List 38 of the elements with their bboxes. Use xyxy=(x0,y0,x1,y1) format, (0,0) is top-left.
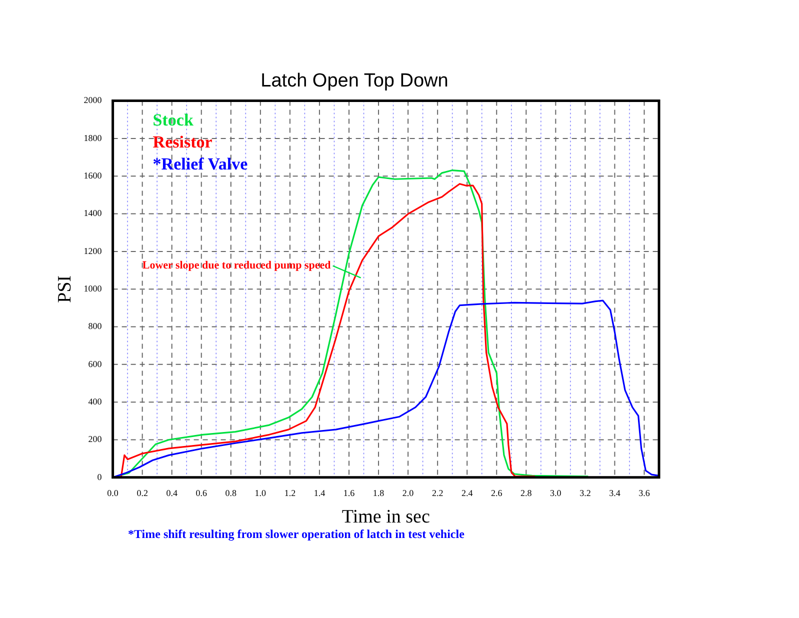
x-tick-label: 0.2 xyxy=(136,488,148,498)
text: *Relief Valve xyxy=(152,154,248,174)
y-axis-title: PSI xyxy=(54,275,76,303)
y-tick-label: 0 xyxy=(97,472,102,482)
y-tick-label: 1400 xyxy=(84,208,102,218)
x-tick-label: 0.4 xyxy=(166,488,178,498)
y-tick-label: 400 xyxy=(88,396,102,406)
y-tick-label: 1200 xyxy=(84,246,102,256)
annotation: Lower slope due to reduced pump speed xyxy=(142,260,331,272)
x-tick-label: 0.6 xyxy=(196,488,208,498)
x-tick-label: 2.0 xyxy=(402,488,414,498)
y-tick-label: 200 xyxy=(88,434,102,444)
x-tick-label: 3.6 xyxy=(638,488,650,498)
x-tick-label: 0.8 xyxy=(225,488,238,498)
x-tick-label: 1.4 xyxy=(314,488,326,498)
x-tick-label: 3.4 xyxy=(609,488,621,498)
y-tick-label: 2000 xyxy=(84,95,102,106)
text: Resistor xyxy=(152,132,213,152)
y-tick-label: 600 xyxy=(88,358,102,369)
x-tick-label: 1.2 xyxy=(284,488,296,498)
x-tick-label: 1.8 xyxy=(372,488,385,498)
text: *Time shift resulting from slower operation of latch in test vehicle xyxy=(128,527,464,542)
y-tick-label: 1000 xyxy=(84,283,102,294)
y-tick-label: 1600 xyxy=(84,170,102,180)
x-tick-label: 0.0 xyxy=(107,488,119,498)
y-tick-label: 800 xyxy=(88,321,102,332)
chart-title: Latch Open Top Down xyxy=(260,70,448,92)
x-tick-label: 1.0 xyxy=(254,488,267,498)
x-tick-label: 2.4 xyxy=(461,488,474,498)
x-tick-label: 3.2 xyxy=(580,488,591,498)
x-tick-label: 2.6 xyxy=(490,488,503,498)
text: Stock xyxy=(152,110,194,130)
x-axis-title: Time in sec xyxy=(342,506,430,528)
x-tick-label: 2.8 xyxy=(520,488,532,498)
x-tick-label: 1.6 xyxy=(343,488,356,498)
x-tick-label: 2.2 xyxy=(432,488,444,498)
x-tick-label: 3.0 xyxy=(550,488,562,498)
y-tick-label: 1800 xyxy=(84,132,102,143)
